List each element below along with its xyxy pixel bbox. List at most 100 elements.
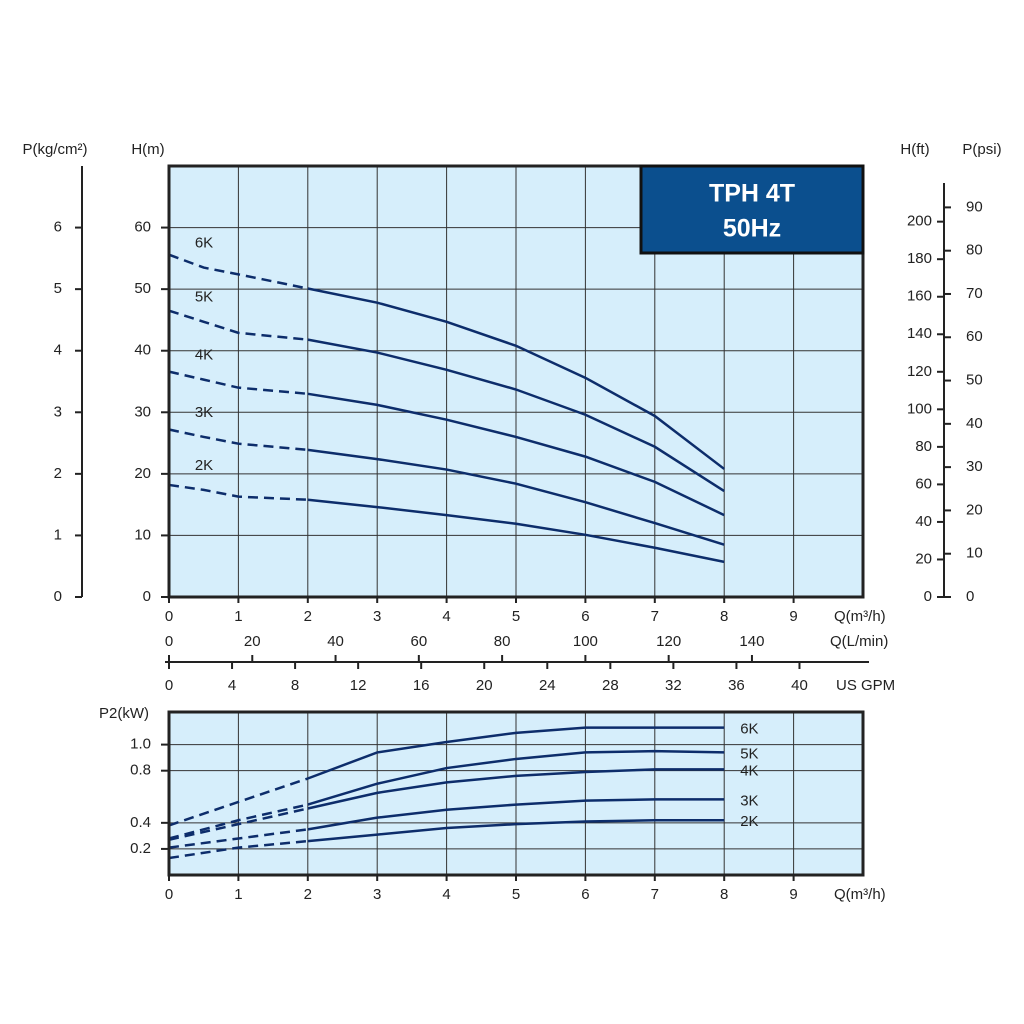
- curve: [307, 768, 725, 810]
- x-tick-label: 4: [228, 677, 236, 694]
- y-tick-label: 50: [134, 280, 151, 297]
- curve-dashed: [168, 253, 309, 290]
- x-tick-label: 3: [373, 608, 381, 625]
- y-tick-label: 6: [54, 219, 62, 236]
- y-tick-label: 160: [907, 288, 932, 305]
- curve-dashed: [168, 807, 309, 842]
- y-axis-label: P2(kW): [99, 705, 149, 722]
- series-label: 4K: [195, 347, 213, 364]
- y-tick-label: 0: [143, 588, 151, 605]
- curve-dashed: [168, 777, 309, 827]
- y-tick-label: 4: [54, 342, 62, 359]
- x-tick-label: 8: [720, 886, 728, 903]
- y-tick-label: 10: [966, 545, 983, 562]
- curve: [307, 798, 725, 831]
- x-axis-label: US GPM: [836, 677, 895, 694]
- y-tick-label: 10: [134, 526, 151, 543]
- x-tick-label: 1: [234, 608, 242, 625]
- x-tick-label: 7: [651, 608, 659, 625]
- x-tick-label: 40: [327, 633, 344, 650]
- y-tick-label: 120: [907, 363, 932, 380]
- plot-border: [167, 164, 865, 599]
- y-tick-label: 180: [907, 250, 932, 267]
- x-tick-label: 20: [244, 633, 261, 650]
- curve: [307, 338, 725, 493]
- curve: [307, 749, 725, 806]
- x-tick-label: 140: [739, 633, 764, 650]
- series-label: 2K: [195, 457, 213, 474]
- curve: [307, 392, 725, 517]
- series-label: 3K: [195, 404, 213, 421]
- curve: [307, 448, 725, 546]
- title-box: [639, 164, 865, 255]
- x-tick-label: 0: [165, 608, 173, 625]
- y-tick-label: 90: [966, 198, 983, 215]
- y-tick-label: 70: [966, 285, 983, 302]
- y-tick-label: 100: [907, 400, 932, 417]
- plot-border: [167, 710, 865, 877]
- x-axis-label: Q(m³/h): [834, 886, 886, 903]
- x-tick-label: 100: [573, 633, 598, 650]
- chart-subtitle: 50Hz: [723, 215, 781, 243]
- x-tick-label: 0: [165, 633, 173, 650]
- y-tick-label: 0.8: [130, 762, 151, 779]
- x-tick-label: 6: [581, 608, 589, 625]
- y-tick-label: 0: [924, 588, 932, 605]
- series-label: 5K: [195, 289, 213, 306]
- x-tick-label: 8: [291, 677, 299, 694]
- curve: [307, 498, 725, 564]
- x-tick-label: 20: [476, 677, 493, 694]
- series-label: 4K: [740, 762, 758, 779]
- x-axis-label: Q(m³/h): [834, 608, 886, 625]
- y-tick-label: 1.0: [130, 736, 151, 753]
- y-tick-label: 0.4: [130, 814, 151, 831]
- x-tick-label: 3: [373, 886, 381, 903]
- curve-dashed: [168, 828, 308, 849]
- x-tick-label: 16: [413, 677, 430, 694]
- y-tick-label: 40: [915, 513, 932, 530]
- curve: [307, 287, 725, 470]
- x-tick-label: 12: [350, 677, 367, 694]
- x-tick-label: 9: [789, 608, 797, 625]
- x-tick-label: 24: [539, 677, 556, 694]
- y-tick-label: 20: [966, 501, 983, 518]
- y-tick-label: 20: [915, 550, 932, 567]
- y-tick-label: 5: [54, 280, 62, 297]
- curve-dashed: [168, 370, 308, 396]
- y-tick-label: 60: [966, 328, 983, 345]
- y-tick-label: 2: [54, 465, 62, 482]
- y-axis-label: P(psi): [962, 141, 1001, 158]
- curve-dashed: [168, 309, 308, 341]
- x-tick-label: 60: [410, 633, 427, 650]
- x-tick-label: 0: [165, 886, 173, 903]
- curve-dashed: [168, 483, 308, 501]
- x-tick-label: 120: [656, 633, 681, 650]
- y-tick-label: 0: [966, 588, 974, 605]
- curve: [307, 818, 725, 843]
- x-tick-label: 5: [512, 886, 520, 903]
- x-tick-label: 28: [602, 677, 619, 694]
- x-tick-label: 6: [581, 886, 589, 903]
- y-axis-label: H(ft): [900, 141, 929, 158]
- x-axis-label: Q(L/min): [830, 633, 888, 650]
- y-tick-label: 140: [907, 325, 932, 342]
- y-tick-label: 0.2: [130, 840, 151, 857]
- chart-title: TPH 4T: [709, 180, 795, 208]
- curve-dashed: [168, 428, 308, 452]
- x-tick-label: 32: [665, 677, 682, 694]
- series-label: 5K: [740, 745, 758, 762]
- y-tick-label: 80: [915, 438, 932, 455]
- series-label: 3K: [740, 792, 758, 809]
- y-tick-label: 50: [966, 372, 983, 389]
- y-tick-label: 1: [54, 526, 62, 543]
- curve-dashed: [168, 803, 309, 840]
- x-tick-label: 36: [728, 677, 745, 694]
- y-tick-label: 40: [966, 415, 983, 432]
- x-tick-label: 80: [494, 633, 511, 650]
- y-axis-label: H(m): [131, 141, 164, 158]
- curve: [307, 726, 725, 780]
- y-axis-label: P(kg/cm²): [23, 141, 88, 158]
- x-tick-label: 0: [165, 677, 173, 694]
- x-tick-label: 1: [234, 886, 242, 903]
- x-tick-label: 4: [442, 886, 450, 903]
